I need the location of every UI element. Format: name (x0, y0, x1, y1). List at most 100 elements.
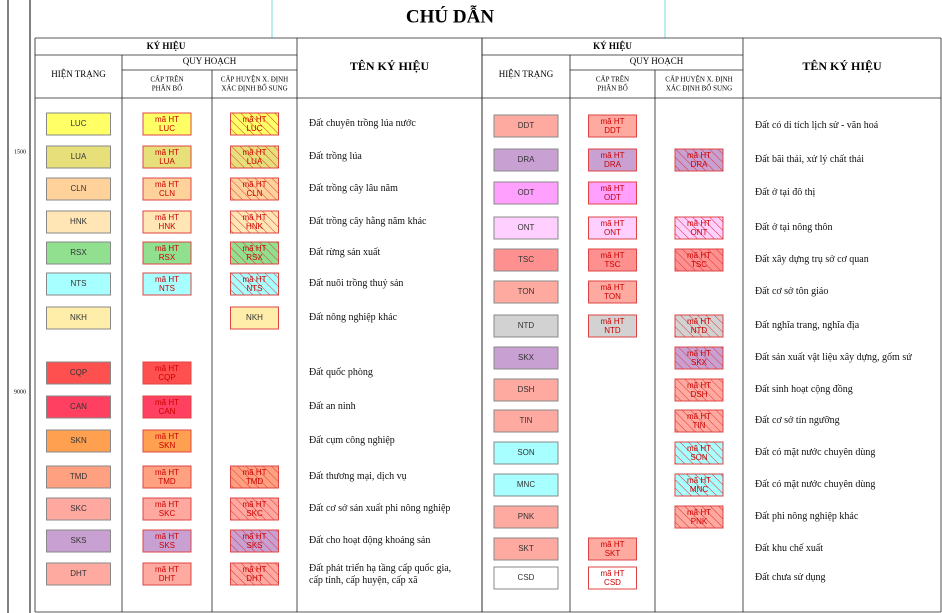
hatch (675, 442, 723, 464)
plan-label: mã HT (155, 244, 179, 253)
plan-label: mã HT (687, 151, 711, 160)
plan-code: SKC (246, 509, 263, 518)
plan-label: mã HT (601, 317, 625, 326)
margin-label: 1500 (14, 149, 26, 155)
code: NKH (70, 313, 87, 322)
code: SON (517, 448, 535, 457)
hatch (675, 315, 723, 337)
code: CLN (70, 184, 86, 193)
plan-symbol (142, 429, 192, 453)
land-name: Đất rừng sản xuất (309, 247, 380, 258)
code: ONT (518, 223, 535, 232)
plan-symbol (142, 210, 192, 234)
header: CẤP TRÊN (150, 76, 183, 84)
plan-label: mã HT (601, 184, 625, 193)
hatch (230, 273, 279, 295)
plan-code: NTD (604, 326, 621, 335)
plan-symbol (588, 114, 637, 138)
current-symbol (493, 280, 559, 304)
plan-code: DRA (691, 160, 709, 169)
plan-code: DHT (246, 574, 263, 583)
current-symbol (46, 306, 111, 330)
land-name: Đất có mặt nước chuyên dùng (755, 479, 875, 490)
code: MNC (517, 480, 535, 489)
current-symbol (46, 177, 111, 201)
hatch (675, 379, 723, 401)
plan-label: mã HT (155, 565, 179, 574)
plan-code: HNK (246, 222, 264, 231)
current-symbol (493, 378, 559, 402)
plan-code: CSD (604, 578, 621, 587)
land-name: Đất sản xuất vật liệu xây dựng, gốm sứ (755, 352, 912, 363)
plan-symbol (588, 248, 637, 272)
hatch (675, 410, 723, 432)
land-name: Đất xây dựng trụ sở cơ quan (755, 254, 869, 265)
hatch (675, 217, 723, 239)
code: SKC (70, 504, 87, 513)
land-name: Đất quốc phòng (309, 367, 373, 378)
plan-code: PNK (691, 517, 708, 526)
plan-label: mã HT (601, 569, 625, 578)
plan-symbol (142, 241, 192, 265)
current-symbol (46, 497, 111, 521)
code: CSD (518, 573, 535, 582)
land-name: Đất sinh hoạt cộng đồng (755, 384, 853, 395)
plan-label: mã HT (601, 283, 625, 292)
current-symbol (493, 248, 559, 272)
plan-symbol (142, 361, 192, 385)
plan-code: SKN (159, 441, 176, 450)
plan-label: mã HT (155, 148, 179, 157)
code: SKT (518, 544, 534, 553)
plan-label: mã HT (155, 532, 179, 541)
hatch (230, 563, 279, 585)
plan-label: mã HT (601, 117, 625, 126)
land-name: Đất ở tại nông thôn (755, 222, 833, 233)
land-name: Đất ở tại đô thị (755, 187, 816, 198)
hatch (230, 530, 279, 552)
plan-label: mã HT (155, 468, 179, 477)
plan-symbol (588, 566, 637, 590)
plan-label: mã HT (243, 500, 267, 509)
header: TÊN KÝ HIỆU (350, 59, 430, 73)
plan-code: CLN (159, 189, 175, 198)
plan-code: TON (604, 292, 621, 301)
code: SKS (70, 536, 86, 545)
land-name: Đất phát triển hạ tầng cấp quốc gia, cấp … (309, 563, 451, 586)
plan-symbol (142, 395, 192, 419)
header: CẤP HUYỆN X. ĐỊNH (665, 76, 732, 84)
plan-code: LUA (159, 157, 175, 166)
plan-label: mã HT (687, 508, 711, 517)
land-name: Đất cơ sở tôn giáo (755, 286, 828, 297)
land-name: Đất cụm công nghiệp (309, 435, 395, 446)
plan-code: ODT (604, 193, 621, 202)
code: DHT (70, 569, 87, 578)
current-symbol (46, 395, 111, 419)
plan-symbol (142, 272, 192, 296)
code: LUC (70, 119, 86, 128)
plan-label: mã HT (601, 151, 625, 160)
plan-label: mã HT (601, 540, 625, 549)
plan-code: CAN (159, 407, 176, 416)
hatch (230, 178, 279, 200)
hatch (675, 474, 723, 496)
land-name: Đất phi nông nghiệp khác (755, 511, 859, 522)
code: TON (518, 287, 535, 296)
plan-code: SKS (246, 541, 262, 550)
plan-code: NTD (691, 326, 708, 335)
land-name: Đất trồng lúa (309, 151, 362, 162)
plan-label: mã HT (687, 251, 711, 260)
land-name: Đất trồng cây lâu năm (309, 183, 398, 194)
plan-code: RSX (246, 253, 263, 262)
land-name: Đất an ninh (309, 401, 356, 412)
legend-table: KÝ HIỆU QUY HOẠCH HIỆN TRẠNG CẤP TRÊN CẤP HU… (34, 37, 942, 613)
hatch (230, 211, 279, 233)
plan-symbol (142, 177, 192, 201)
code: NTS (71, 279, 87, 288)
plan-label: mã HT (155, 364, 179, 373)
plan-label: mã HT (601, 219, 625, 228)
code: ODT (518, 188, 535, 197)
header: HIỆN TRẠNG (51, 69, 106, 79)
land-name: Đất thương mại, dịch vụ (309, 471, 407, 482)
header: XÁC ĐỊNH BỔ SUNG (221, 85, 287, 93)
plan-label: mã HT (243, 115, 267, 124)
